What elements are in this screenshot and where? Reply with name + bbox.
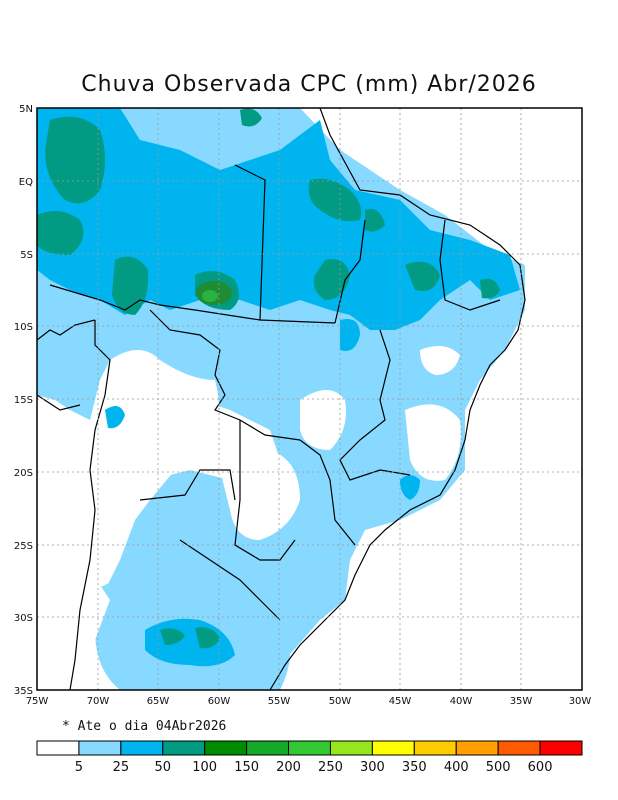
legend-labels: 5 25 50 100 150 200 250 300 350 400 500 600 [75, 760, 553, 775]
lon-tick-label: 50W [329, 696, 352, 707]
legend-label: 150 [234, 760, 259, 775]
legend-label: 5 [75, 760, 83, 775]
legend-swatch [246, 740, 290, 756]
legend-label: 300 [360, 760, 385, 775]
lat-tick-label: 25S [14, 541, 33, 552]
legend-swatch [78, 740, 122, 756]
legend-label: 400 [444, 760, 469, 775]
lon-tick-label: 75W [26, 696, 49, 707]
legend-swatch [455, 740, 499, 756]
lat-axis: 5N EQ 5S 10S 15S 20S 25S 30S 35S [14, 104, 33, 697]
plot-frame [36, 107, 583, 691]
date-note: * Ate o dia 04Abr2026 [62, 719, 227, 734]
legend-label: 600 [528, 760, 553, 775]
legend-swatch [539, 740, 583, 756]
legend-swatch [288, 740, 331, 756]
legend-swatch [497, 740, 541, 756]
legend-swatch [162, 740, 206, 756]
graticule [37, 108, 582, 690]
legend-swatch [329, 740, 373, 756]
lon-tick-label: 55W [268, 696, 291, 707]
lon-tick-label: 60W [208, 696, 231, 707]
lat-tick-label: 10S [14, 322, 33, 333]
lat-tick-label: 35S [14, 686, 33, 697]
lat-tick-label: 20S [14, 468, 33, 479]
lat-tick-label: 5S [20, 250, 33, 261]
legend-label: 200 [276, 760, 301, 775]
legend-label: 500 [486, 760, 511, 775]
lat-tick-label: 15S [14, 395, 33, 406]
legend-swatch [371, 740, 415, 756]
lon-tick-label: 45W [389, 696, 412, 707]
rain-band-150-200 [202, 290, 218, 302]
lon-tick-label: 65W [147, 696, 170, 707]
lon-tick-label: 70W [87, 696, 110, 707]
legend-label: 50 [154, 760, 171, 775]
legend-swatch [120, 740, 164, 756]
lon-axis: 75W 70W 65W 60W 55W 50W 45W 40W 35W 30W [26, 696, 592, 707]
rainfall-shading [37, 108, 525, 690]
lat-tick-label: EQ [19, 177, 33, 188]
map-title: Chuva Observada CPC (mm) Abr/2026 [81, 72, 537, 97]
rain-band-below-5 [37, 346, 461, 690]
lon-tick-label: 35W [510, 696, 533, 707]
legend-swatch [204, 740, 248, 756]
legend-label: 250 [318, 760, 343, 775]
lon-tick-label: 30W [569, 696, 592, 707]
legend-swatch [413, 740, 457, 756]
legend-label: 350 [402, 760, 427, 775]
boundaries [37, 108, 526, 690]
legend-label: 100 [192, 760, 217, 775]
legend-swatch [36, 740, 80, 756]
lat-tick-label: 5N [19, 104, 33, 115]
rain-band-50-100 [37, 108, 500, 649]
lat-tick-label: 30S [14, 613, 33, 624]
lon-tick-label: 40W [450, 696, 473, 707]
legend-colorbar [36, 740, 583, 756]
legend-label: 25 [113, 760, 130, 775]
